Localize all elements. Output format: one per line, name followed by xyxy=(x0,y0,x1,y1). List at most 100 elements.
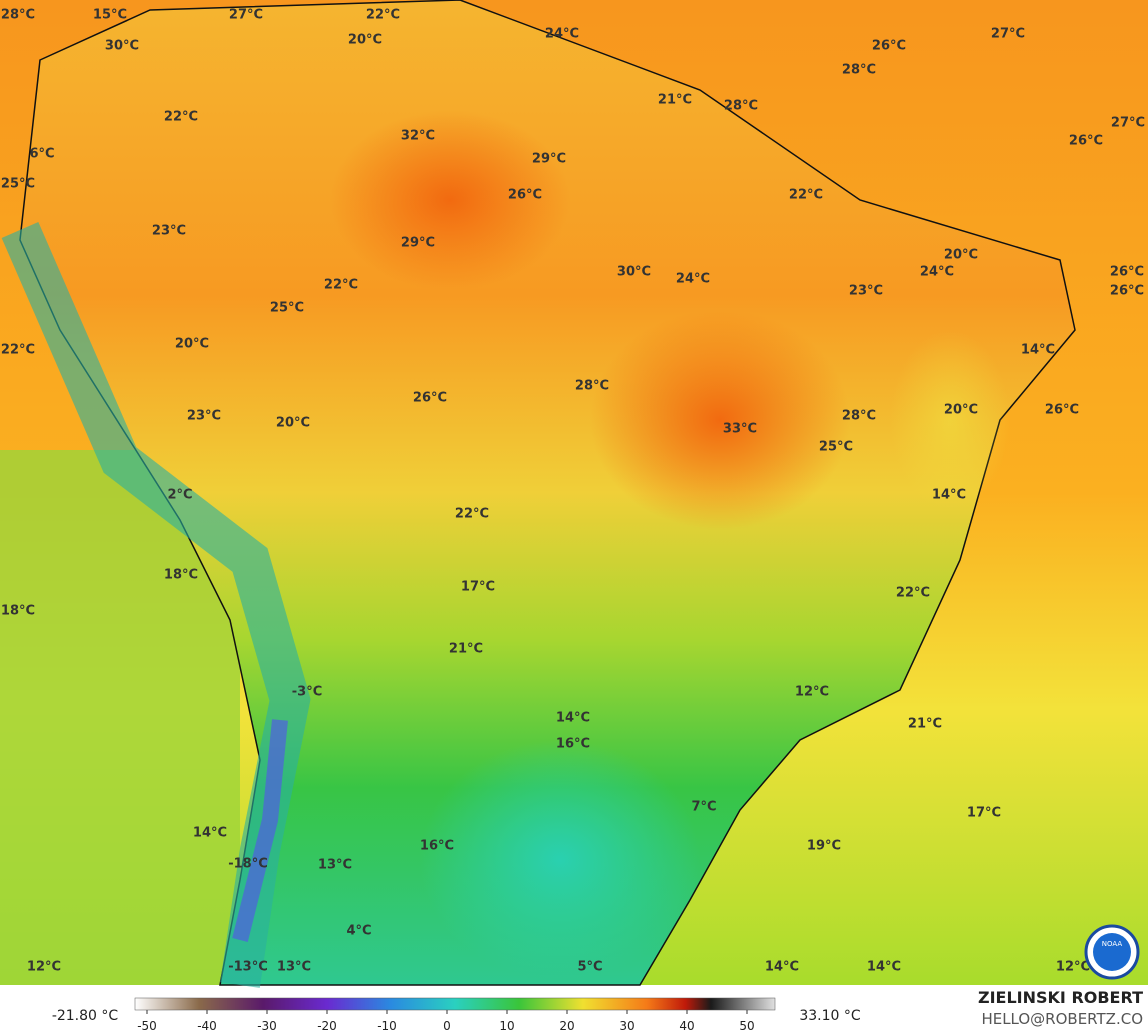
colorbar xyxy=(134,997,776,1011)
colorbar-ticks: -50 -40 -30 -20 -10 0 10 20 30 40 50 xyxy=(137,1010,755,1033)
temperature-label: 12°C xyxy=(1056,960,1090,975)
temperature-label: 24°C xyxy=(676,272,710,287)
temperature-label: 26°C xyxy=(1110,265,1144,280)
temperature-label: 25°C xyxy=(270,301,304,316)
temperature-label: 14°C xyxy=(556,711,590,726)
colorbar-min: -21.80 °C xyxy=(52,1008,119,1024)
logo-disc xyxy=(1093,933,1131,971)
temperature-label: 29°C xyxy=(401,236,435,251)
colorbar-tick-label: -30 xyxy=(257,1019,277,1033)
temperature-label: 22°C xyxy=(1,343,35,358)
temperature-label: 22°C xyxy=(789,188,823,203)
temperature-label: 4°C xyxy=(346,924,371,939)
colorbar-tick-label: -50 xyxy=(137,1019,157,1033)
temperature-label: 23°C xyxy=(187,409,221,424)
temperature-label: -13°C xyxy=(228,960,268,975)
temperature-label: 7°C xyxy=(691,800,716,815)
temperature-label: 20°C xyxy=(175,337,209,352)
temperature-label: 18°C xyxy=(1,604,35,619)
temperature-labels: 28°C 15°C 30°C 27°C 22°C 20°C 24°C 26°C 27°C 28°C… xyxy=(1,8,1145,975)
temperature-label: 28°C xyxy=(575,379,609,394)
temperature-label: 15°C xyxy=(93,8,127,23)
cold-zone xyxy=(420,740,700,980)
temperature-label: 22°C xyxy=(455,507,489,522)
temperature-label: 28°C xyxy=(842,63,876,78)
temperature-label: 26°C xyxy=(413,391,447,406)
temperature-label: 28°C xyxy=(1,8,35,23)
colorbar-tick-label: -40 xyxy=(197,1019,217,1033)
credit-contact: HELLO@ROBERTZ.CO xyxy=(981,1010,1143,1028)
temperature-label: 21°C xyxy=(658,93,692,108)
temperature-label: 26°C xyxy=(1069,134,1103,149)
temperature-label: 32°C xyxy=(401,129,435,144)
temperature-label: 26°C xyxy=(1045,403,1079,418)
temperature-label: 22°C xyxy=(324,278,358,293)
temperature-label: 26°C xyxy=(1110,284,1144,299)
credit-name: ZIELINSKI ROBERT xyxy=(978,988,1143,1007)
temperature-label: 20°C xyxy=(276,416,310,431)
colorbar-tick-label: 30 xyxy=(619,1019,634,1033)
colorbar-tick-label: 10 xyxy=(499,1019,514,1033)
temperature-label: 6°C xyxy=(29,147,54,162)
temperature-label: 12°C xyxy=(795,685,829,700)
temperature-label: 28°C xyxy=(842,409,876,424)
logo: NOAA xyxy=(1084,924,1140,980)
temperature-label: 26°C xyxy=(508,188,542,203)
temperature-label: 20°C xyxy=(944,248,978,263)
temperature-label: 25°C xyxy=(1,177,35,192)
temperature-label: 20°C xyxy=(348,33,382,48)
temperature-label: 27°C xyxy=(229,8,263,23)
temperature-label: 14°C xyxy=(932,488,966,503)
map xyxy=(0,0,1148,988)
temperature-label: 22°C xyxy=(366,8,400,23)
temperature-label: 24°C xyxy=(545,27,579,42)
logo-text: NOAA xyxy=(1102,940,1123,948)
temperature-label: 17°C xyxy=(461,580,495,595)
temperature-label: 16°C xyxy=(420,839,454,854)
colorbar-tick-label: 0 xyxy=(443,1019,451,1033)
temperature-label: 24°C xyxy=(920,265,954,280)
temperature-label: 16°C xyxy=(556,737,590,752)
temperature-label: 21°C xyxy=(908,717,942,732)
temperature-label: 25°C xyxy=(819,440,853,455)
temperature-label: 2°C xyxy=(167,488,192,503)
colorbar-tick-label: -20 xyxy=(317,1019,337,1033)
colorbar-tick-label: 50 xyxy=(739,1019,754,1033)
temperature-label: 17°C xyxy=(967,806,1001,821)
temperature-label: 14°C xyxy=(193,826,227,841)
temperature-label: 27°C xyxy=(1111,116,1145,131)
temperature-label: 23°C xyxy=(849,284,883,299)
hot-zone xyxy=(330,110,570,290)
temperature-label: 14°C xyxy=(867,960,901,975)
temperature-label: 21°C xyxy=(449,642,483,657)
temperature-label: 14°C xyxy=(765,960,799,975)
temperature-label: -3°C xyxy=(292,685,322,700)
colorbar-tick-label: 40 xyxy=(679,1019,694,1033)
temperature-label: 29°C xyxy=(532,152,566,167)
andes-cold xyxy=(232,719,288,942)
temperature-label: 26°C xyxy=(872,39,906,54)
zone xyxy=(890,330,1010,510)
temperature-label: 20°C xyxy=(944,403,978,418)
hot-zone xyxy=(590,310,850,530)
colorbar-tick-label: 20 xyxy=(559,1019,574,1033)
temperature-label: 12°C xyxy=(27,960,61,975)
temperature-label: 27°C xyxy=(991,27,1025,42)
temperature-label: 23°C xyxy=(152,224,186,239)
temperature-label: 22°C xyxy=(164,110,198,125)
temperature-label: -18°C xyxy=(228,857,268,872)
temperature-label: 22°C xyxy=(896,586,930,601)
temperature-label: 14°C xyxy=(1021,343,1055,358)
temperature-label: 13°C xyxy=(318,858,352,873)
temperature-label: 5°C xyxy=(577,960,602,975)
temperature-label: 33°C xyxy=(723,422,757,437)
temperature-label: 18°C xyxy=(164,568,198,583)
temperature-label: 19°C xyxy=(807,839,841,854)
colorbar-max: 33.10 °C xyxy=(799,1008,861,1024)
colorbar-tick-label: -10 xyxy=(377,1019,397,1033)
temperature-label: 30°C xyxy=(105,39,139,54)
temperature-label: 28°C xyxy=(724,99,758,114)
temperature-label: 13°C xyxy=(277,960,311,975)
temperature-label: 30°C xyxy=(617,265,651,280)
